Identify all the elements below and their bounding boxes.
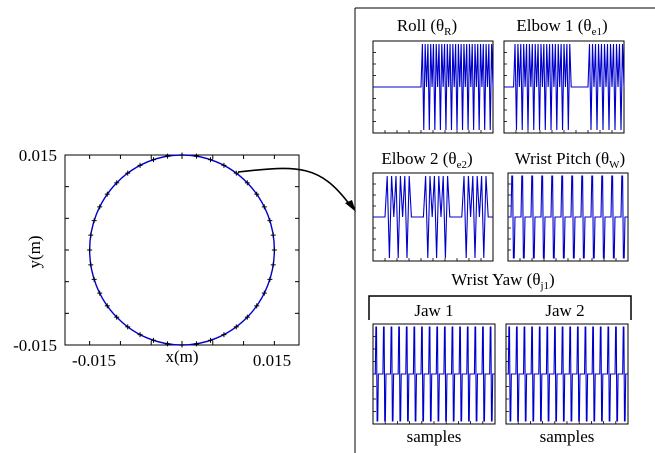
connector-arrow (237, 167, 351, 206)
signal-line-jaw1 (373, 326, 495, 422)
signal-line-jaw2 (506, 326, 628, 422)
title-wrist-yaw: Wrist Yaw (θj1) (451, 270, 554, 292)
title-roll: Roll (θR) (397, 16, 457, 38)
signal-line-roll (373, 43, 494, 131)
xy-trajectory-markers (87, 152, 277, 348)
y-axis-label: y(m) (25, 235, 44, 268)
y-tick-label-bottom: -0.015 (13, 336, 57, 355)
xy-plot-frame (64, 154, 300, 346)
title-elbow2: Elbow 2 (θe2) (381, 149, 472, 171)
title-jaw2: Jaw 2 (545, 301, 584, 320)
x-label-jaw1: samples (407, 427, 462, 446)
connector-arrowhead (345, 200, 356, 212)
signal-line-elbow2 (373, 175, 493, 259)
panel-jaw2 (505, 323, 629, 425)
xy-plot-ticks (65, 154, 299, 346)
x-axis-label: x(m) (165, 347, 198, 366)
title-wrist-pitch: Wrist Pitch (θW) (515, 149, 625, 171)
panel-elbow1 (503, 40, 625, 134)
x-tick-label-left: -0.015 (72, 351, 116, 370)
xy-trajectory-circle (88, 154, 276, 346)
panel-wrist_pitch (507, 172, 629, 262)
y-tick-label-top: 0.015 (19, 146, 57, 165)
joint-signal-panels (372, 40, 629, 425)
signal-line-elbow1 (504, 43, 625, 131)
x-tick-label-right: 0.015 (253, 351, 291, 370)
title-elbow1: Elbow 1 (θe1) (516, 16, 607, 38)
signal-line-wrist_pitch (508, 175, 628, 259)
x-label-jaw2: samples (540, 427, 595, 446)
panel-roll (372, 40, 494, 134)
panel-elbow2 (372, 172, 494, 262)
title-jaw1: Jaw 1 (414, 301, 453, 320)
wrist-yaw-bracket (368, 295, 632, 320)
trajectory-circle (88, 154, 276, 346)
panel-jaw1 (372, 323, 496, 425)
